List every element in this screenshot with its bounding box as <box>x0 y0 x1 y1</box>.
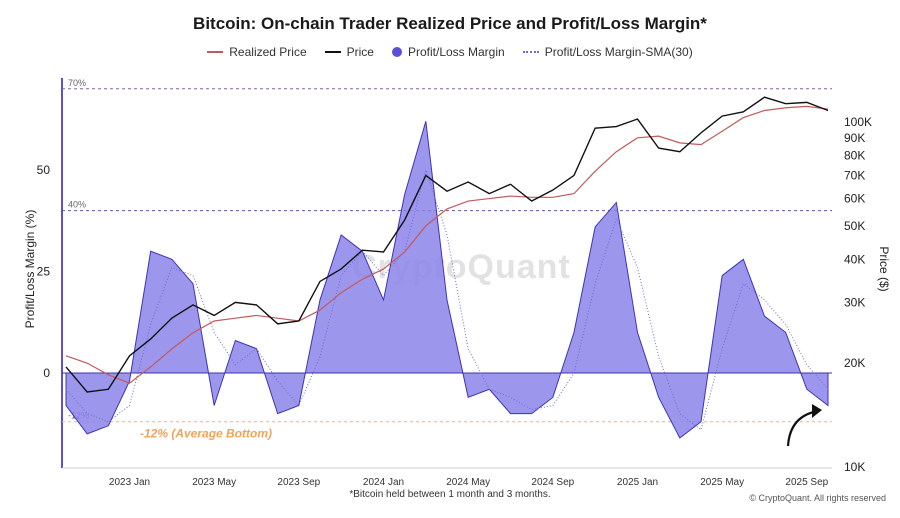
average-bottom-annotation: -12% (Average Bottom) <box>140 427 272 441</box>
x-tick: 2023 May <box>192 477 236 488</box>
x-tick: 2023 Jan <box>109 477 150 488</box>
y-tick-right: 10K <box>844 460 865 474</box>
y-tick-right: 90K <box>844 131 865 145</box>
y-tick-right: 60K <box>844 192 865 206</box>
margin-area <box>65 121 829 439</box>
annotation-arrow-head <box>812 404 822 418</box>
y-axis-left-label: Profit/Loss Margin (%) <box>23 209 37 329</box>
legend-margin-label: Profit/Loss Margin <box>407 45 505 59</box>
x-tick: 2025 Sep <box>785 477 828 488</box>
price-line <box>65 96 829 393</box>
legend-margin[interactable]: Profit/Loss Margin <box>391 45 505 59</box>
y-tick-right: 20K <box>844 356 865 370</box>
legend-margin-swatch <box>391 47 402 57</box>
legend-margin-sma[interactable]: Profit/Loss Margin-SMA(30) <box>522 45 693 59</box>
y-tick-right: 70K <box>844 168 865 182</box>
legend-realized-price-swatch <box>207 51 224 53</box>
legend-margin-sma-swatch <box>522 51 539 53</box>
x-tick: 2024 May <box>446 477 490 488</box>
legend-realized-price-label: Realized Price <box>229 45 307 59</box>
x-tick: 2025 Jan <box>617 477 658 488</box>
legend-price[interactable]: Price <box>324 45 374 59</box>
x-tick: 2024 Jan <box>363 477 404 488</box>
y-tick-right: 40K <box>844 252 865 266</box>
y-tick-right: 80K <box>844 148 865 162</box>
y-tick-left: 25 <box>37 265 51 279</box>
footnote: *Bitcoin held between 1 month and 3 mont… <box>349 489 551 500</box>
x-tick: 2023 Sep <box>277 477 320 488</box>
ref-line-label: 70% <box>68 78 86 88</box>
y-tick-left: 0 <box>43 366 50 380</box>
legend-price-swatch <box>324 51 341 53</box>
credit: © CryptoQuant. All rights reserved <box>749 493 886 503</box>
y-tick-left: 50 <box>37 163 51 177</box>
legend-margin-sma-label: Profit/Loss Margin-SMA(30) <box>544 45 693 59</box>
y-tick-right: 100K <box>844 115 872 129</box>
y-tick-right: 50K <box>844 219 865 233</box>
realized-price-line <box>65 105 829 384</box>
chart-title: Bitcoin: On-chain Trader Realized Price … <box>193 14 707 33</box>
x-tick: 2024 Sep <box>531 477 574 488</box>
ref-line-label: 40% <box>68 200 86 210</box>
legend-price-label: Price <box>346 45 374 59</box>
y-axis-right-label: Price ($) <box>877 246 891 292</box>
x-tick: 2025 May <box>700 477 744 488</box>
legend: Realized Price Price Profit/Loss Margin … <box>0 45 900 59</box>
legend-realized-price[interactable]: Realized Price <box>207 45 307 59</box>
y-tick-right: 30K <box>844 295 865 309</box>
